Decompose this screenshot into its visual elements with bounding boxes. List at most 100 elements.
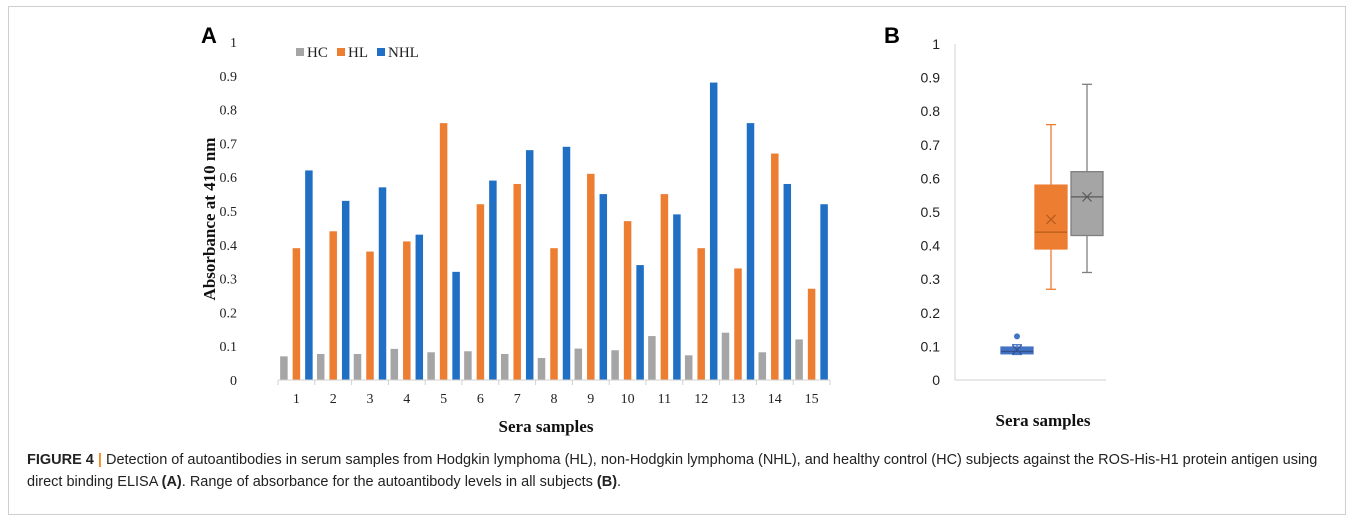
y-tick-label-b: 0.6	[921, 170, 941, 186]
x-tick-label-a: 4	[403, 392, 410, 407]
bar-hc-4	[390, 348, 399, 380]
bar-series-hl	[292, 123, 816, 381]
bar-hc-5	[427, 352, 435, 380]
bar-nhl-11	[673, 214, 681, 380]
box-plot-1	[1000, 333, 1034, 356]
bar-hc-6	[464, 351, 472, 380]
y-tick-label-a: 0.6	[220, 171, 238, 186]
x-tick-label-a: 13	[731, 392, 745, 407]
box-chart-panel-b: 0 0.1 0.2 0.3 0.4 0.5 0.6 0.7 0.8 0.9 1 Sera sampl…	[921, 36, 1106, 430]
y-tick-label-a: 0.9	[220, 70, 238, 85]
y-tick-label-a: 0.5	[220, 205, 238, 220]
box-body	[1070, 171, 1104, 237]
bar-hl-15	[807, 288, 816, 380]
x-tick-label-a: 10	[621, 392, 635, 407]
bar-hc-3	[353, 353, 362, 380]
x-axis-ticks-a: 1 2 3 4 5 6 7 8 9 10 11 12 13 14 15	[277, 380, 831, 407]
x-tick-label-a: 11	[658, 392, 671, 407]
y-tick-label-b: 0.7	[921, 137, 941, 153]
y-tick-label-a: 1	[230, 36, 237, 51]
y-tick-label-b: 0.8	[921, 103, 941, 119]
box-plot-group	[1000, 83, 1104, 356]
x-tick-label-a: 7	[514, 392, 521, 407]
y-tick-label-a: 0.4	[220, 239, 238, 254]
bar-nhl-7	[525, 150, 534, 380]
bar-hc-9	[574, 348, 583, 380]
box-mean-marker	[1046, 214, 1056, 225]
bar-hl-4	[403, 241, 411, 380]
bar-hc-1	[280, 356, 288, 380]
bar-nhl-9	[599, 194, 608, 380]
bar-hc-8	[537, 358, 546, 380]
x-tick-label-a: 2	[330, 392, 337, 407]
bar-hl-3	[366, 251, 374, 380]
bar-hl-8	[550, 248, 558, 380]
x-tick-label-a: 8	[551, 392, 558, 407]
bar-series-nhl	[305, 82, 828, 381]
y-tick-label-b: 0.4	[921, 238, 941, 254]
y-tick-label-a: 0.1	[220, 340, 238, 355]
box-outlier-point	[1014, 333, 1020, 340]
y-axis-ticks-b: 0 0.1 0.2 0.3 0.4 0.5 0.6 0.7 0.8 0.9 1	[921, 36, 941, 388]
x-tick-label-a: 14	[768, 392, 782, 407]
box-plot-3	[1070, 83, 1104, 274]
y-tick-label-b: 0	[932, 372, 940, 388]
box-body	[1034, 184, 1068, 250]
y-tick-label-b: 0.5	[921, 204, 941, 220]
bar-series-hc	[280, 332, 803, 380]
y-tick-label-b: 0.3	[921, 271, 941, 287]
bar-hc-14	[758, 352, 767, 380]
bar-hl-14	[771, 153, 779, 380]
x-tick-label-a: 1	[293, 392, 300, 407]
bar-nhl-13	[746, 123, 755, 381]
caption-ref-a: (A)	[161, 474, 182, 490]
bar-nhl-12	[709, 82, 718, 380]
legend-label-hl: HL	[348, 45, 368, 61]
box-plot-2	[1034, 123, 1068, 290]
caption-text-1: Detection of autoantibodies in serum sam…	[27, 452, 1318, 490]
bar-hl-1	[292, 248, 301, 380]
bar-nhl-15	[820, 204, 828, 380]
x-tick-label-a: 9	[587, 392, 594, 407]
y-tick-label-a: 0.8	[220, 104, 238, 119]
y-tick-label-a: 0.7	[220, 137, 238, 152]
y-tick-label-b: 0.9	[921, 70, 941, 86]
bar-hl-7	[513, 183, 521, 380]
bar-nhl-3	[378, 187, 387, 380]
bar-hl-6	[476, 204, 485, 380]
x-tick-label-a: 6	[477, 392, 484, 407]
bar-nhl-14	[783, 183, 792, 380]
bar-hl-12	[697, 248, 705, 380]
y-tick-label-b: 0.1	[921, 338, 941, 354]
bar-nhl-8	[562, 146, 571, 380]
bar-hl-5	[439, 123, 448, 381]
y-tick-label-a: 0.3	[220, 273, 238, 288]
y-tick-label-a: 0	[230, 374, 237, 389]
bar-hc-12	[684, 355, 693, 380]
bar-hc-7	[500, 353, 509, 380]
figure-frame	[8, 6, 1346, 515]
bar-hl-11	[660, 194, 669, 380]
bar-hl-13	[734, 268, 742, 380]
caption-ref-b: (B)	[596, 474, 618, 490]
bar-hl-9	[587, 173, 595, 380]
bar-hc-10	[611, 350, 619, 380]
legend-swatch-hl	[337, 48, 345, 56]
y-axis-title-a: Absorbance at 410 nm	[200, 138, 219, 301]
panel-label-a: A	[201, 23, 217, 48]
legend-swatch-nhl	[377, 48, 385, 56]
y-tick-label-b: 0.2	[921, 305, 941, 321]
box-mean-marker	[1082, 191, 1092, 202]
caption-label: FIGURE 4	[27, 452, 94, 468]
bar-hc-13	[721, 332, 730, 380]
bar-nhl-2	[341, 200, 350, 380]
bar-series-group	[280, 82, 828, 381]
bar-nhl-5	[452, 271, 460, 380]
x-tick-label-a: 12	[694, 392, 708, 407]
bar-nhl-10	[636, 265, 644, 380]
caption-text-3: .	[617, 474, 622, 490]
bar-hl-10	[623, 221, 632, 380]
